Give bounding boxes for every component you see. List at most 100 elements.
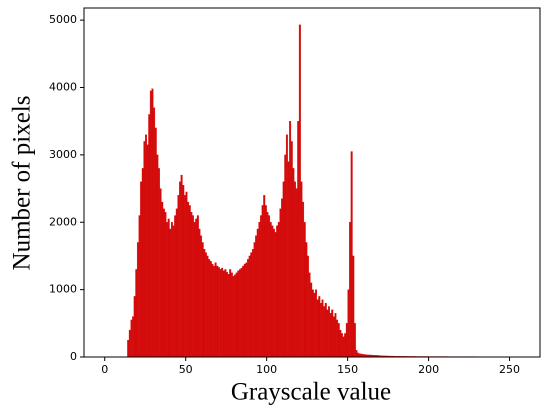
bar bbox=[345, 323, 348, 358]
bar bbox=[316, 299, 319, 358]
bar bbox=[323, 306, 326, 358]
bar bbox=[336, 319, 339, 358]
bar bbox=[222, 270, 225, 358]
x-axis-label: Grayscale value bbox=[231, 379, 391, 406]
bar bbox=[251, 249, 254, 358]
bar bbox=[156, 154, 159, 358]
y-tick-label: 1000 bbox=[49, 283, 77, 296]
bar bbox=[334, 313, 337, 358]
plot-frame bbox=[83, 7, 541, 358]
bar bbox=[269, 222, 272, 358]
bar bbox=[282, 181, 285, 358]
bar bbox=[337, 323, 340, 358]
y-tick-label: 2000 bbox=[49, 215, 77, 228]
bar bbox=[214, 262, 217, 358]
bar bbox=[195, 218, 198, 358]
bar bbox=[162, 208, 165, 358]
bar bbox=[190, 211, 193, 358]
bar bbox=[271, 225, 274, 358]
bar bbox=[238, 269, 241, 358]
bar bbox=[166, 222, 169, 358]
bar bbox=[180, 174, 183, 358]
bar bbox=[310, 282, 313, 358]
bar bbox=[250, 252, 253, 358]
bar bbox=[245, 262, 248, 358]
x-tick-label: 50 bbox=[179, 363, 193, 376]
bar bbox=[332, 316, 335, 358]
bar bbox=[331, 309, 334, 358]
bar bbox=[268, 215, 271, 358]
bar bbox=[188, 205, 191, 358]
bar bbox=[347, 289, 350, 358]
bar bbox=[303, 222, 306, 358]
x-tick-label: 250 bbox=[499, 363, 520, 376]
bar bbox=[177, 195, 180, 358]
bar bbox=[292, 168, 295, 358]
bar bbox=[344, 333, 347, 358]
bar bbox=[206, 255, 209, 358]
bar bbox=[298, 24, 301, 358]
bar bbox=[297, 121, 300, 358]
x-tick-label: 0 bbox=[101, 363, 108, 376]
bar bbox=[193, 222, 196, 358]
bar bbox=[319, 302, 322, 358]
bar bbox=[132, 316, 135, 358]
bar bbox=[227, 273, 230, 358]
bar bbox=[167, 218, 170, 358]
y-tick-label: 5000 bbox=[49, 13, 77, 26]
bar bbox=[179, 181, 181, 358]
bar bbox=[183, 195, 186, 358]
bar bbox=[290, 141, 293, 358]
bar bbox=[321, 299, 324, 358]
bar bbox=[281, 198, 284, 358]
y-tick-label: 4000 bbox=[49, 81, 77, 94]
bar bbox=[287, 161, 290, 358]
bar bbox=[159, 188, 162, 358]
bar bbox=[248, 255, 251, 358]
bar bbox=[154, 127, 157, 358]
bar bbox=[255, 235, 258, 358]
bar bbox=[135, 269, 138, 358]
bar bbox=[350, 151, 353, 358]
bar bbox=[216, 265, 219, 358]
bar bbox=[311, 289, 314, 358]
bar bbox=[253, 242, 256, 358]
bar bbox=[240, 267, 243, 358]
bar bbox=[260, 215, 262, 358]
bar bbox=[284, 154, 287, 358]
bar bbox=[208, 259, 211, 358]
bar bbox=[235, 272, 238, 358]
bar bbox=[289, 121, 292, 358]
bar bbox=[221, 267, 224, 358]
bar bbox=[146, 144, 149, 358]
bar bbox=[355, 350, 358, 358]
bar bbox=[352, 255, 355, 358]
bar bbox=[229, 269, 232, 358]
bar bbox=[329, 313, 332, 358]
bar bbox=[232, 276, 235, 358]
bar bbox=[247, 259, 249, 358]
bar bbox=[148, 114, 151, 358]
bar bbox=[204, 252, 207, 358]
bar bbox=[300, 181, 303, 358]
bar bbox=[198, 228, 201, 358]
bar bbox=[230, 272, 233, 358]
bar bbox=[305, 242, 308, 358]
bar bbox=[211, 263, 214, 358]
bar bbox=[192, 215, 194, 358]
bar bbox=[243, 263, 246, 358]
bar bbox=[340, 333, 343, 358]
bar bbox=[302, 201, 305, 358]
y-tick-label: 0 bbox=[70, 350, 77, 363]
bar bbox=[143, 141, 146, 358]
bar bbox=[201, 242, 204, 358]
bar bbox=[295, 188, 298, 358]
bar bbox=[242, 265, 245, 358]
x-tick-label: 100 bbox=[256, 363, 277, 376]
bar bbox=[266, 211, 269, 358]
bar bbox=[264, 205, 267, 358]
bar bbox=[170, 222, 173, 358]
bar bbox=[315, 289, 318, 358]
bar bbox=[172, 225, 175, 358]
